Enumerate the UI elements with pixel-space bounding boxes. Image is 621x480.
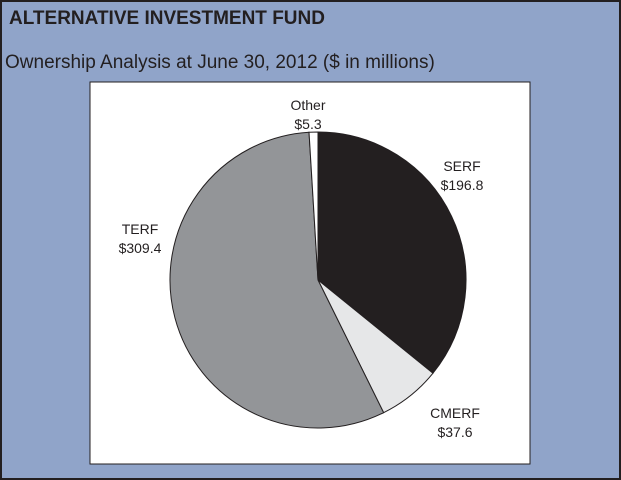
pie-slice [169,131,385,429]
slice-label: TERF [122,221,159,237]
pie-slice [308,131,319,281]
slice-value-label: $309.4 [119,240,162,256]
slice-value-label: $5.3 [294,116,321,132]
slice-label: Other [290,97,325,113]
slice-label: SERF [443,158,480,174]
slice-label: CMERF [430,405,480,421]
pie-slice [317,131,467,374]
slice-value-label: $37.6 [437,424,472,440]
chart-subtitle: Ownership Analysis at June 30, 2012 ($ i… [5,52,435,73]
chart-title: ALTERNATIVE INVESTMENT FUND [9,8,325,29]
slice-value-label: $196.8 [441,177,484,193]
